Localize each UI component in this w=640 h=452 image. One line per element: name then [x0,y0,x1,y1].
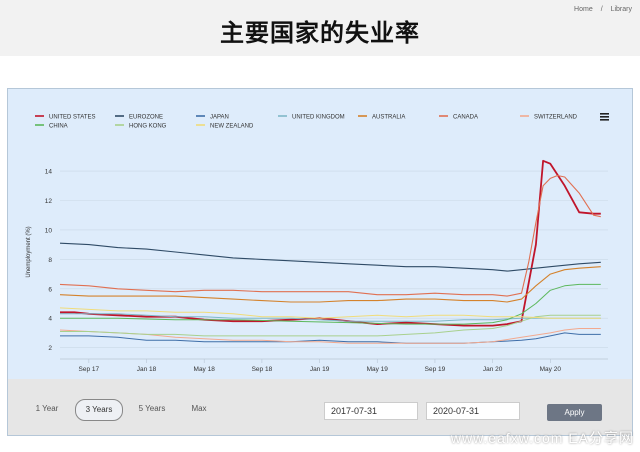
x-tick-label: Sep 17 [79,366,100,373]
breadcrumb-library[interactable]: Library [610,6,632,13]
series-line [60,313,601,322]
menu-icon-bar [600,119,609,121]
menu-icon-bar [600,116,609,118]
chart-panel: 2 4 6 8 10 12 14 Sep 17 Jan 18 May 18 Sep 18 Jan 19… [7,88,633,436]
series-line [59,174,601,297]
legend-item[interactable]: UNITED KINGDOM [278,115,345,121]
range-button-3-years[interactable]: 3 Years [75,399,123,421]
legend-label: HONG KONG [129,124,167,130]
legend-item[interactable]: UNITED STATES [35,115,95,121]
legend-label: EUROZONE [129,115,163,121]
range-button-max[interactable]: Max [191,404,207,413]
y-tick-label: 14 [45,169,53,176]
x-tick-label: Jan 20 [483,366,503,373]
series-line [59,266,601,303]
x-tick-label: Sep 19 [425,366,446,373]
x-tick-label: May 19 [367,366,389,373]
series-line [60,314,601,337]
series-line [60,159,601,327]
legend-item[interactable]: AUSTRALIA [358,115,405,121]
y-tick-label: 12 [45,198,53,205]
menu-icon[interactable] [600,113,609,121]
apply-button[interactable]: Apply [547,404,602,421]
breadcrumb-home[interactable]: Home [574,6,593,13]
menu-icon-bar [600,113,609,115]
breadcrumb-separator: / [600,6,603,13]
legend-item[interactable]: HONG KONG [115,124,167,130]
from-date-input[interactable] [324,402,418,420]
legend-label: CHINA [49,124,68,130]
x-tick-label: Jan 18 [137,366,157,373]
chart-area: 2 4 6 8 10 12 14 Sep 17 Jan 18 May 18 Sep 18 Jan 19… [8,89,632,379]
y-axis-label: Unemployment (%) [26,226,32,277]
watermark: www.eafxw.com EA分享网 [450,430,634,446]
legend-item[interactable]: JAPAN [196,115,229,121]
range-controls: 1 Year 3 Years 5 Years Max Apply [8,379,632,435]
legend-label: SWITZERLAND [534,115,578,121]
legend-label: UNITED STATES [49,115,95,121]
series-line [59,307,601,319]
x-tick-label: May 20 [540,366,562,373]
range-button-1-year[interactable]: 1 Year [35,404,59,413]
x-tick-label: Sep 18 [252,366,273,373]
y-tick-label: 8 [48,257,52,264]
breadcrumb: Home / Library [568,6,632,13]
legend-label: JAPAN [210,115,229,121]
legend-label: AUSTRALIA [372,115,405,121]
x-tick-label: May 18 [194,366,216,373]
y-tick-label: 2 [48,345,52,352]
y-tick-label: 6 [48,286,52,293]
series-line [59,242,601,272]
legend-label: UNITED KINGDOM [292,115,345,121]
legend-item[interactable]: NEW ZEALAND [196,124,254,130]
y-tick-label: 10 [45,227,53,234]
y-tick-label: 4 [48,316,52,323]
legend-item[interactable]: SWITZERLAND [520,115,578,121]
to-date-input[interactable] [426,402,520,420]
legend-label: CANADA [453,115,478,121]
series-line [60,283,601,325]
top-bar: Home / Library 主要国家的失业率 [0,0,640,56]
page-title: 主要国家的失业率 [220,18,420,47]
legend-label: NEW ZEALAND [210,124,254,130]
range-button-5-years[interactable]: 5 Years [138,404,166,413]
legend-item[interactable]: CANADA [439,115,478,121]
series-line [59,328,601,344]
unemployment-chart: 2 4 6 8 10 12 14 Sep 17 Jan 18 May 18 Sep 18 Jan 19… [26,113,609,373]
legend-item[interactable]: EUROZONE [115,115,163,121]
x-tick-label: Jan 19 [310,366,330,373]
series-line [60,332,601,344]
legend-item[interactable]: CHINA [35,124,68,130]
